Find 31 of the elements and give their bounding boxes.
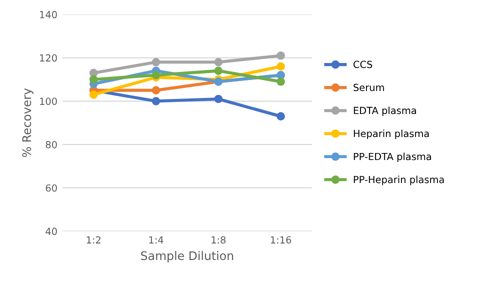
point [152, 86, 160, 94]
x-tick-label: 1:2 [86, 236, 100, 244]
legend-label: CCS [354, 60, 372, 68]
point [276, 51, 285, 60]
y-tick-label: 80 [46, 140, 57, 148]
legend-label: Heparin plasma [354, 130, 429, 140]
legend-label: PP-EDTA plasma [354, 152, 431, 162]
point [276, 77, 285, 86]
legend-label: PP-Heparin plasma [354, 176, 444, 186]
y-tick-label: 40 [46, 228, 57, 236]
y-tick-label: 140 [40, 10, 57, 18]
x-tick-label: 1:4 [149, 236, 164, 244]
point [89, 90, 98, 99]
point [214, 94, 223, 104]
point [152, 70, 160, 80]
y-axis-title: % Recovery [22, 88, 34, 158]
x-tick-label: 1:16 [270, 236, 292, 244]
point [152, 58, 160, 66]
x-axis-title: Sample Dilution [141, 251, 234, 262]
y-tick-label: 100 [40, 98, 57, 105]
point [214, 66, 223, 75]
y-tick-label: 60 [46, 184, 57, 192]
point [89, 75, 98, 84]
point [214, 58, 223, 66]
y-tick-label: 120 [40, 54, 57, 62]
legend-label: Serum [354, 84, 384, 92]
x-tick-label: 1:8 [212, 236, 226, 244]
point [276, 112, 285, 120]
point [276, 62, 285, 71]
legend-label: EDTA plasma [354, 106, 416, 116]
point [152, 96, 160, 106]
